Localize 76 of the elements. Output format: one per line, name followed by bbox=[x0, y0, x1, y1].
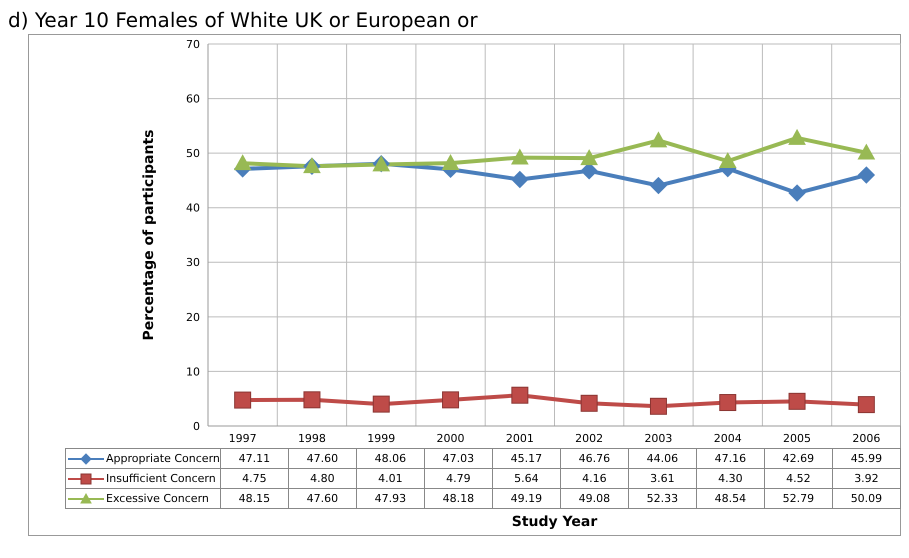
data-label: 48.54 bbox=[696, 488, 764, 508]
data-label: 4.01 bbox=[356, 468, 424, 488]
point bbox=[858, 396, 875, 414]
legend-label: Insufficient Concern bbox=[106, 472, 216, 485]
data-label: 49.19 bbox=[492, 488, 560, 508]
point bbox=[858, 166, 875, 184]
data-label: 48.06 bbox=[356, 448, 424, 468]
point bbox=[719, 394, 736, 412]
y-tick-label: 0 bbox=[193, 420, 200, 433]
point bbox=[858, 144, 875, 160]
data-label: 4.52 bbox=[764, 468, 832, 488]
data-label: 4.30 bbox=[696, 468, 764, 488]
data-label: 4.79 bbox=[424, 468, 492, 488]
data-label: 47.03 bbox=[424, 448, 492, 468]
point bbox=[788, 392, 806, 410]
x-tick-label: 2000 bbox=[436, 432, 465, 445]
x-tick-label: 2005 bbox=[783, 432, 812, 445]
x-tick-label: 1997 bbox=[228, 432, 257, 445]
data-label: 47.60 bbox=[288, 448, 356, 468]
data-label: 47.60 bbox=[288, 488, 356, 508]
x-tick-label: 2002 bbox=[575, 432, 604, 445]
y-tick-label: 60 bbox=[186, 92, 200, 106]
data-label: 48.15 bbox=[220, 488, 288, 508]
data-label: 45.17 bbox=[492, 448, 560, 468]
point bbox=[511, 149, 528, 164]
data-label: 47.11 bbox=[220, 448, 288, 468]
point bbox=[442, 391, 460, 408]
point bbox=[580, 394, 598, 412]
x-tick-label: 2004 bbox=[714, 432, 742, 445]
y-tick-label: 10 bbox=[186, 365, 200, 378]
data-label: 47.93 bbox=[356, 488, 424, 508]
data-label: 3.92 bbox=[832, 468, 900, 488]
x-tick-label: 1998 bbox=[298, 432, 326, 445]
point bbox=[234, 392, 252, 409]
data-label: 4.80 bbox=[288, 468, 356, 488]
point bbox=[788, 184, 806, 202]
data-label: 4.16 bbox=[560, 468, 628, 488]
data-label: 47.16 bbox=[696, 448, 764, 468]
data-label: 5.64 bbox=[492, 468, 560, 488]
x-tick-label: 2003 bbox=[644, 432, 672, 445]
data-label: 52.79 bbox=[764, 488, 832, 508]
data-label: 4.75 bbox=[220, 468, 288, 488]
point bbox=[442, 154, 460, 170]
y-tick-label: 20 bbox=[186, 310, 200, 324]
x-tick-label: 2006 bbox=[852, 432, 880, 445]
data-label: 44.06 bbox=[628, 448, 696, 468]
data-label: 48.18 bbox=[424, 488, 492, 508]
data-label: 52.33 bbox=[628, 488, 696, 508]
data-label: 49.08 bbox=[560, 488, 628, 508]
legend-label: Excessive Concern bbox=[106, 492, 209, 505]
point bbox=[650, 398, 667, 415]
point bbox=[650, 132, 667, 148]
point bbox=[511, 386, 528, 404]
point bbox=[719, 152, 736, 168]
legend-label: Appropriate Concern bbox=[106, 452, 220, 465]
y-tick-label: 50 bbox=[186, 147, 200, 160]
y-axis-title: Percentage of participants bbox=[140, 130, 157, 340]
y-tick-label: 30 bbox=[186, 256, 200, 270]
point bbox=[580, 150, 598, 166]
data-label: 46.76 bbox=[560, 448, 628, 468]
data-label: 3.61 bbox=[628, 468, 696, 488]
x-tick-label: 1999 bbox=[367, 432, 396, 445]
point bbox=[788, 129, 806, 145]
point bbox=[372, 396, 390, 413]
point bbox=[303, 391, 320, 408]
data-label: 45.99 bbox=[832, 448, 900, 468]
point bbox=[234, 154, 252, 170]
point bbox=[650, 177, 667, 194]
data-label: 50.09 bbox=[832, 488, 900, 508]
y-tick-label: 70 bbox=[186, 38, 200, 51]
x-tick-label: 2001 bbox=[506, 432, 534, 445]
point bbox=[511, 171, 528, 188]
text: Study Year bbox=[510, 514, 598, 530]
y-tick-label: 40 bbox=[186, 202, 200, 215]
chart-title: d) Year 10 Females of White UK or European or bbox=[8, 8, 478, 32]
data-label: 42.69 bbox=[764, 448, 832, 468]
